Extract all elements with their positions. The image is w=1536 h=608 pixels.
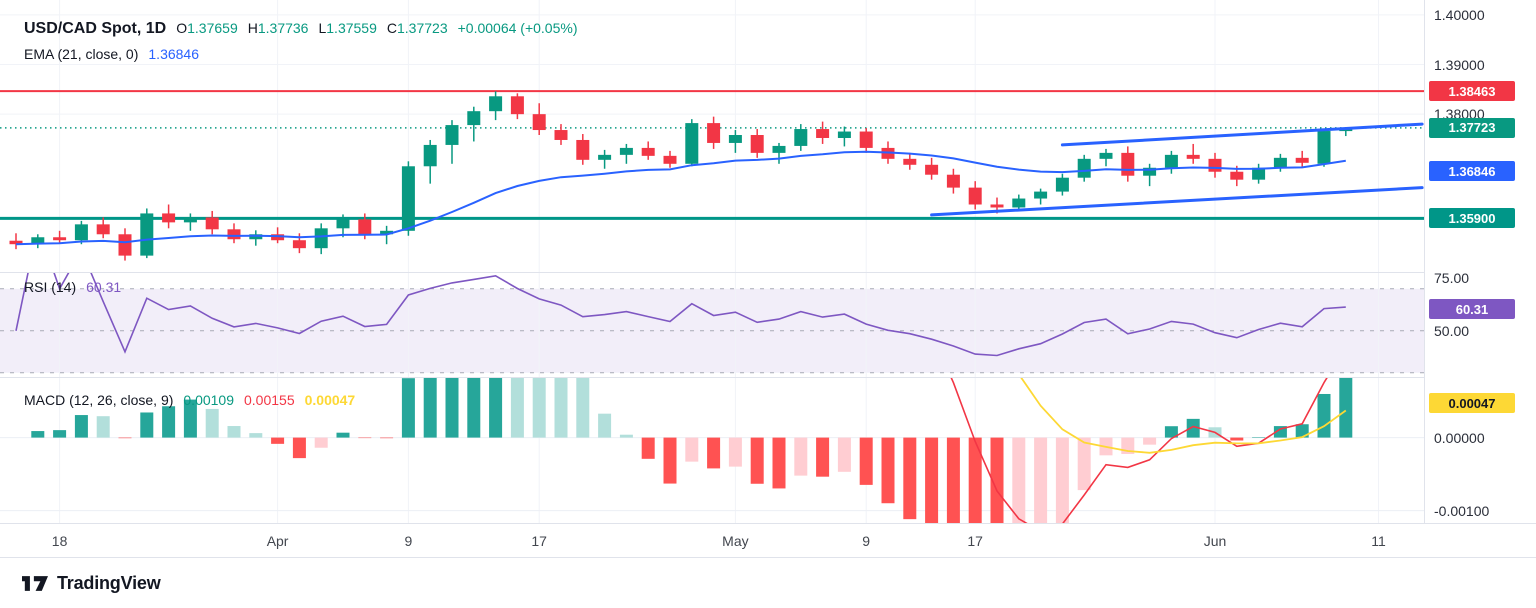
rsi-indicator-label[interactable]: RSI (14) — [24, 279, 77, 295]
time-axis[interactable]: 18 Apr 9 17 May 9 17 Jun 11 — [0, 523, 1536, 557]
price-chart-panel[interactable] — [0, 0, 1424, 272]
price-axis[interactable]: 1.40000 1.39000 1.38000 1.38463 1.37723 1.368… — [1424, 0, 1536, 523]
panel-separator[interactable] — [0, 377, 1536, 378]
symbol-title[interactable]: USD/CAD Spot, 1D — [24, 20, 167, 37]
macd-header: MACD (12, 26, close, 9) 0.00109 0.00155 … — [24, 392, 355, 408]
ema-value: 1.36846 — [148, 46, 199, 62]
change-value: +0.00064 (+0.05%) — [457, 20, 578, 36]
macd-badge: 0.00047 — [1429, 393, 1515, 414]
price-badge: 1.36846 — [1429, 161, 1515, 182]
macd-signal-line[interactable] — [496, 377, 1347, 454]
macd-panel[interactable] — [0, 377, 1424, 523]
time-tick-label: 9 — [862, 533, 871, 549]
price-badge: 1.38463 — [1429, 81, 1515, 102]
panel-separator[interactable] — [0, 272, 1536, 273]
macd-line[interactable] — [496, 377, 1346, 523]
macd-line-value: 0.00155 — [244, 392, 295, 408]
trendline-1[interactable] — [1060, 122, 1424, 147]
macd-hist-value: 0.00109 — [183, 392, 234, 408]
time-tick-label: 17 — [531, 533, 547, 549]
candles[interactable] — [9, 91, 1353, 261]
tradingview-wordmark[interactable]: TradingView — [57, 572, 161, 593]
rsi-header: RSI (14) 60.31 — [24, 279, 121, 295]
rsi-line[interactable] — [15, 272, 1346, 357]
time-tick-label: Jun — [1203, 533, 1227, 549]
price-axis-label: 1.40000 — [1434, 6, 1485, 23]
trendline-2[interactable] — [930, 186, 1424, 217]
symbol-header: USD/CAD Spot, 1D O1.37659 H1.37736 L1.37… — [24, 20, 577, 38]
time-tick-label: Apr — [266, 533, 289, 549]
time-tick-label: 17 — [967, 533, 983, 549]
price-badge: 1.37723 — [1429, 117, 1515, 138]
rsi-value: 60.31 — [86, 279, 122, 295]
time-tick-label: 9 — [404, 533, 413, 549]
rsi-panel[interactable] — [0, 272, 1424, 377]
ema-indicator-label[interactable]: EMA (21, close, 0) — [24, 46, 139, 62]
price-axis-label: 1.39000 — [1434, 56, 1485, 73]
ohlc-low: L1.37559 — [318, 20, 377, 36]
macd-axis-label: -0.00100 — [1434, 502, 1490, 519]
macd-indicator-label[interactable]: MACD (12, 26, close, 9) — [24, 392, 174, 408]
macd-axis-label: 0.00000 — [1434, 429, 1485, 446]
time-tick-label: 18 — [51, 533, 68, 549]
macd-signal-value: 0.00047 — [304, 392, 356, 408]
time-tick-label: 11 — [1371, 533, 1386, 549]
time-tick-label: May — [722, 533, 749, 549]
tradingview-logo-icon[interactable] — [22, 575, 48, 591]
rsi-axis-label: 50.00 — [1434, 322, 1470, 339]
ohlc-open: O1.37659 — [176, 20, 238, 36]
footer-bar: TradingView — [0, 557, 1536, 608]
rsi-badge: 60.31 — [1429, 299, 1515, 320]
rsi-axis-label: 75.00 — [1434, 270, 1470, 287]
ohlc-close: C1.37723 — [386, 20, 448, 36]
price-badge: 1.35900 — [1429, 208, 1515, 229]
ohlc-high: H1.37736 — [247, 20, 309, 36]
ema-line[interactable] — [15, 150, 1346, 246]
ema-header: EMA (21, close, 0) 1.36846 — [24, 46, 199, 62]
